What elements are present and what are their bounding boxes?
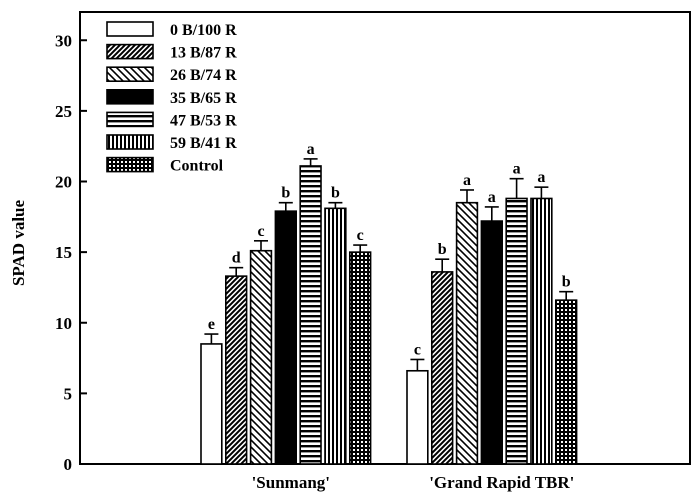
bar-group-item: c bbox=[348, 227, 372, 465]
legend-item: 59 B/41 R bbox=[106, 134, 237, 152]
bar-group-item: c bbox=[406, 341, 429, 465]
y-tick-label: 10 bbox=[55, 314, 72, 333]
legend-item: 47 B/53 R bbox=[106, 111, 237, 129]
bar bbox=[406, 369, 429, 465]
legend-label: 59 B/41 R bbox=[170, 135, 237, 152]
legend-label: 26 B/74 R bbox=[170, 67, 237, 84]
significance-letter: b bbox=[562, 274, 571, 291]
legend-item: 35 B/65 R bbox=[106, 89, 237, 107]
significance-letter: b bbox=[331, 185, 340, 202]
plot-border bbox=[79, 11, 691, 465]
legend-swatch bbox=[106, 21, 154, 37]
significance-letter: b bbox=[281, 185, 290, 202]
legend-label: 47 B/53 R bbox=[170, 112, 237, 129]
bar-group-item: b bbox=[324, 185, 347, 465]
significance-letter: e bbox=[208, 316, 215, 333]
legend-item: 26 B/74 R bbox=[106, 66, 237, 84]
legend-swatch bbox=[106, 134, 154, 150]
bar-group-item: d bbox=[225, 250, 248, 465]
bar-group-item: c bbox=[249, 223, 273, 465]
legend-swatch bbox=[106, 111, 154, 128]
significance-letter: d bbox=[232, 250, 241, 267]
bar-group-item: a bbox=[299, 141, 322, 465]
bar bbox=[530, 197, 553, 465]
bar bbox=[249, 249, 273, 465]
significance-letter: c bbox=[414, 341, 421, 358]
legend-swatch bbox=[106, 156, 154, 173]
legend-label: 13 B/87 R bbox=[170, 45, 237, 62]
bar bbox=[505, 197, 528, 465]
y-tick-label: 5 bbox=[64, 384, 73, 403]
significance-letter: a bbox=[513, 161, 521, 178]
bar-group-item: b bbox=[430, 241, 454, 465]
legend-swatch bbox=[106, 43, 154, 60]
x-axis: 'Sunmang' 'Grand Rapid TBR' bbox=[252, 473, 575, 492]
bar bbox=[480, 220, 503, 465]
y-tick-label: 0 bbox=[64, 455, 73, 474]
significance-letter: a bbox=[488, 189, 496, 206]
significance-letter: c bbox=[257, 223, 264, 240]
bar-group-item: a bbox=[480, 189, 503, 465]
y-tick-label: 20 bbox=[55, 173, 72, 192]
plot-frame bbox=[79, 11, 691, 465]
bar bbox=[225, 275, 248, 465]
legend-item: 0 B/100 R bbox=[106, 21, 237, 39]
bar bbox=[348, 251, 372, 465]
legend-label: Control bbox=[170, 158, 224, 175]
legend-swatch bbox=[106, 66, 154, 82]
legend-item: Control bbox=[106, 156, 224, 175]
bar-group-item: a bbox=[505, 161, 528, 465]
bar-group-item: b bbox=[274, 185, 297, 465]
bar bbox=[324, 207, 347, 465]
bar bbox=[200, 343, 223, 465]
significance-letter: c bbox=[357, 227, 364, 244]
significance-letter: b bbox=[438, 241, 447, 258]
x-category-label: 'Sunmang' bbox=[252, 473, 330, 492]
bar-group-item: a bbox=[455, 172, 479, 465]
bar bbox=[554, 299, 578, 465]
bar-group-item: a bbox=[530, 169, 553, 465]
y-tick-label: 15 bbox=[55, 243, 72, 262]
legend-item: 13 B/87 R bbox=[106, 43, 237, 62]
y-tick-label: 30 bbox=[55, 31, 72, 50]
legend-label: 0 B/100 R bbox=[170, 22, 237, 39]
y-axis-title: SPAD value bbox=[9, 199, 28, 286]
bar-group-item: b bbox=[554, 274, 578, 465]
bar bbox=[274, 210, 297, 465]
bar bbox=[455, 201, 479, 465]
y-axis: 0 5 10 15 20 25 30 bbox=[55, 31, 87, 474]
legend-swatch bbox=[106, 89, 154, 105]
significance-letter: a bbox=[463, 172, 471, 189]
significance-letter: a bbox=[537, 169, 545, 186]
significance-letter: a bbox=[307, 141, 315, 158]
legend-label: 35 B/65 R bbox=[170, 90, 237, 107]
bar-group-item: e bbox=[200, 316, 223, 465]
bar bbox=[430, 271, 454, 465]
legend: 0 B/100 R 13 B/87 R 26 B/74 R 35 B/65 R 47 B… bbox=[106, 21, 237, 175]
x-category-label: 'Grand Rapid TBR' bbox=[429, 473, 574, 492]
y-tick-label: 25 bbox=[55, 102, 72, 121]
bar bbox=[299, 165, 322, 465]
